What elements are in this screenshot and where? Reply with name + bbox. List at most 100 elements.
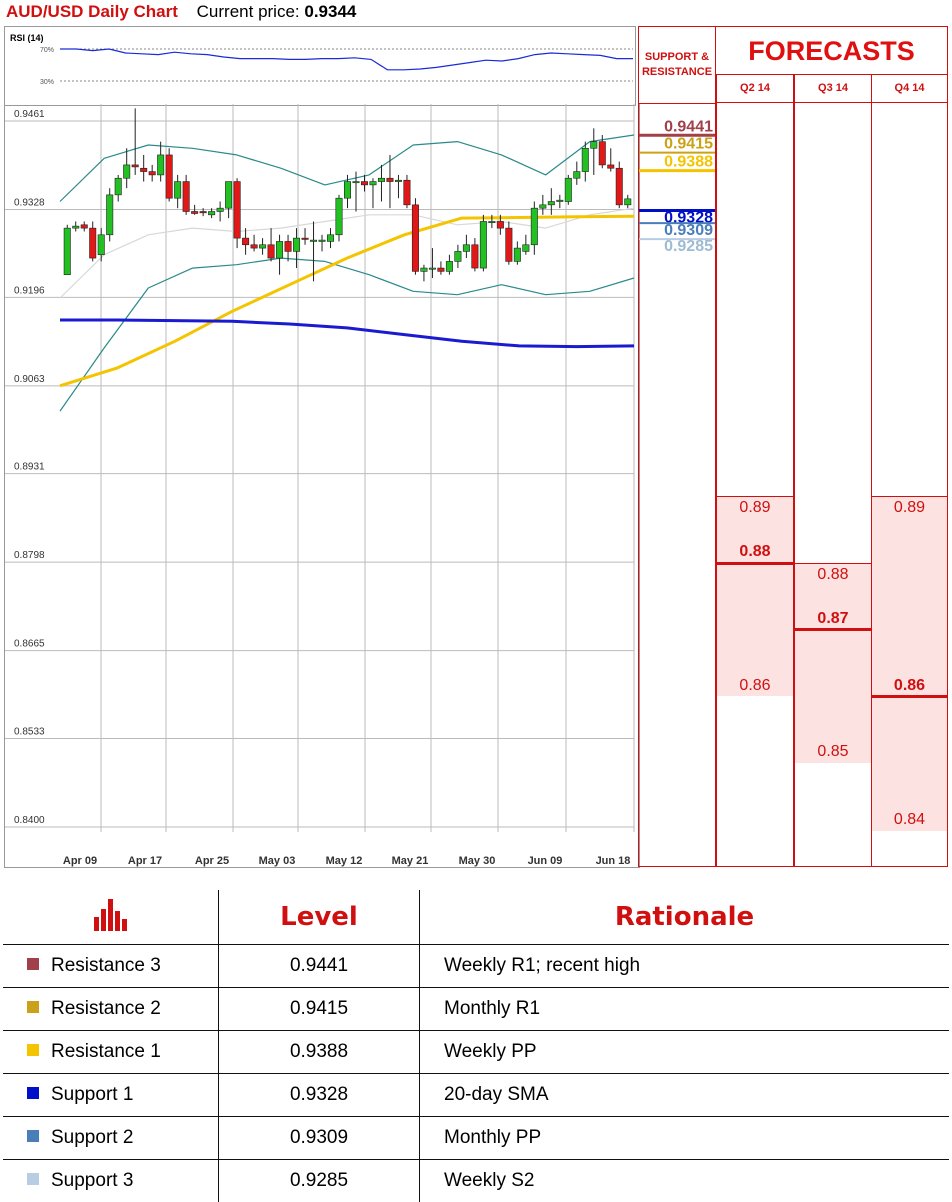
level-name-cell: Resistance 1 bbox=[3, 1031, 219, 1074]
candle-body bbox=[259, 245, 265, 248]
forecast-column-q2: Q2 14 0.89 0.88 0.86 bbox=[716, 75, 794, 867]
forecast-q3-mid-line bbox=[795, 628, 871, 631]
chart-grid bbox=[5, 104, 634, 832]
x-tick-label: Apr 17 bbox=[128, 855, 162, 867]
level-name: Support 3 bbox=[51, 1170, 133, 1191]
candle-body bbox=[565, 178, 571, 201]
level-swatch bbox=[27, 1173, 39, 1185]
y-tick-label: 0.9461 bbox=[14, 109, 45, 120]
level-name: Resistance 3 bbox=[51, 955, 161, 976]
candle-body bbox=[217, 208, 223, 211]
levels-table-header: Level Rationale bbox=[3, 890, 949, 945]
candle-body bbox=[523, 245, 529, 252]
candle-body bbox=[319, 240, 325, 241]
candle-body bbox=[285, 241, 291, 251]
forecasts-title: FORECASTS bbox=[716, 26, 948, 75]
y-tick-label: 0.9196 bbox=[14, 285, 45, 296]
y-tick-label: 0.8931 bbox=[14, 462, 45, 473]
candle-body bbox=[140, 168, 146, 171]
level-swatch bbox=[27, 1044, 39, 1056]
level-name-cell: Resistance 2 bbox=[3, 988, 219, 1031]
candle-body bbox=[625, 199, 631, 205]
candle-body bbox=[361, 182, 367, 185]
candle-body bbox=[506, 228, 512, 261]
y-tick-label: 0.8798 bbox=[14, 550, 45, 561]
candle-body bbox=[73, 226, 79, 228]
candle-body bbox=[514, 248, 520, 261]
x-tick-label: May 30 bbox=[459, 855, 496, 867]
level-name: Resistance 1 bbox=[51, 1041, 161, 1062]
forecast-q2-mid: 0.88 bbox=[717, 543, 793, 561]
rsi-30-label: 30% bbox=[40, 79, 54, 86]
level-swatch bbox=[27, 1087, 39, 1099]
forecast-q3-label: Q3 14 bbox=[795, 75, 871, 103]
level-value: 0.9285 bbox=[219, 1160, 420, 1202]
forecast-q4-high: 0.89 bbox=[872, 499, 947, 517]
forecast-q3-range bbox=[795, 563, 871, 763]
level-rationale: Weekly S2 bbox=[420, 1160, 950, 1202]
forecast-column-q4: Q4 14 0.89 0.86 0.84 bbox=[871, 75, 948, 867]
y-tick-label: 0.9063 bbox=[14, 374, 45, 385]
candle-body bbox=[608, 165, 614, 168]
level-rationale: 20-day SMA bbox=[420, 1074, 950, 1117]
level-rationale: Weekly PP bbox=[420, 1031, 950, 1074]
x-tick-label: May 03 bbox=[259, 855, 296, 867]
candle-body bbox=[421, 268, 427, 271]
candle-body bbox=[548, 202, 554, 205]
x-tick-label: Apr 25 bbox=[195, 855, 229, 867]
candle-body bbox=[395, 180, 401, 181]
level-label: 0.9285 bbox=[664, 238, 713, 255]
level-column-header: Level bbox=[219, 890, 420, 945]
candle-body bbox=[327, 235, 333, 242]
y-axis-labels: 0.94610.93280.91960.90630.89310.87980.86… bbox=[14, 109, 45, 826]
forecast-q4-low: 0.84 bbox=[872, 811, 947, 829]
candle-body bbox=[132, 165, 138, 167]
candle-body bbox=[242, 238, 248, 245]
forecast-q2-mid-line bbox=[717, 562, 793, 565]
forecast-q4-mid-line bbox=[872, 695, 947, 698]
candle-body bbox=[166, 155, 172, 198]
level-swatch bbox=[27, 1001, 39, 1013]
candle-body bbox=[446, 261, 452, 271]
candle-body bbox=[472, 245, 478, 268]
chart-header: AUD/USD Daily Chart Current price: 0.934… bbox=[6, 0, 356, 24]
x-tick-label: May 21 bbox=[392, 855, 429, 867]
level-name-cell: Support 1 bbox=[3, 1074, 219, 1117]
forecast-q2-high: 0.89 bbox=[717, 499, 793, 517]
candle-body bbox=[489, 221, 495, 222]
candle-body bbox=[293, 238, 299, 251]
candle-body bbox=[107, 195, 113, 235]
candle-body bbox=[251, 245, 257, 248]
candle-body bbox=[557, 200, 563, 201]
x-tick-label: Jun 09 bbox=[528, 855, 563, 867]
candle-body bbox=[531, 208, 537, 245]
level-label: 0.9309 bbox=[664, 222, 713, 239]
level-swatch bbox=[27, 958, 39, 970]
y-tick-label: 0.8533 bbox=[14, 727, 45, 738]
candle-body bbox=[234, 182, 240, 239]
y-tick-label: 0.8665 bbox=[14, 639, 45, 650]
chart-bars-icon-graphic bbox=[92, 895, 130, 933]
y-tick-label: 0.8400 bbox=[14, 815, 45, 826]
candle-body bbox=[336, 198, 342, 235]
candle-body bbox=[174, 182, 180, 199]
level-rationale: Monthly PP bbox=[420, 1117, 950, 1160]
level-label: 0.9388 bbox=[664, 154, 713, 171]
forecast-q2-range bbox=[717, 496, 793, 696]
level-value: 0.9309 bbox=[219, 1117, 420, 1160]
candle-body bbox=[276, 241, 282, 258]
rsi-70-label: 70% bbox=[40, 47, 54, 54]
price-chart: 0.94610.93280.91960.90630.89310.87980.86… bbox=[4, 104, 640, 868]
level-name-cell: Support 2 bbox=[3, 1117, 219, 1160]
forecast-q4-mid: 0.86 bbox=[872, 677, 947, 695]
x-tick-label: Jun 18 bbox=[596, 855, 631, 867]
candle-body bbox=[191, 211, 197, 213]
forecast-q3-mid: 0.87 bbox=[795, 610, 871, 628]
